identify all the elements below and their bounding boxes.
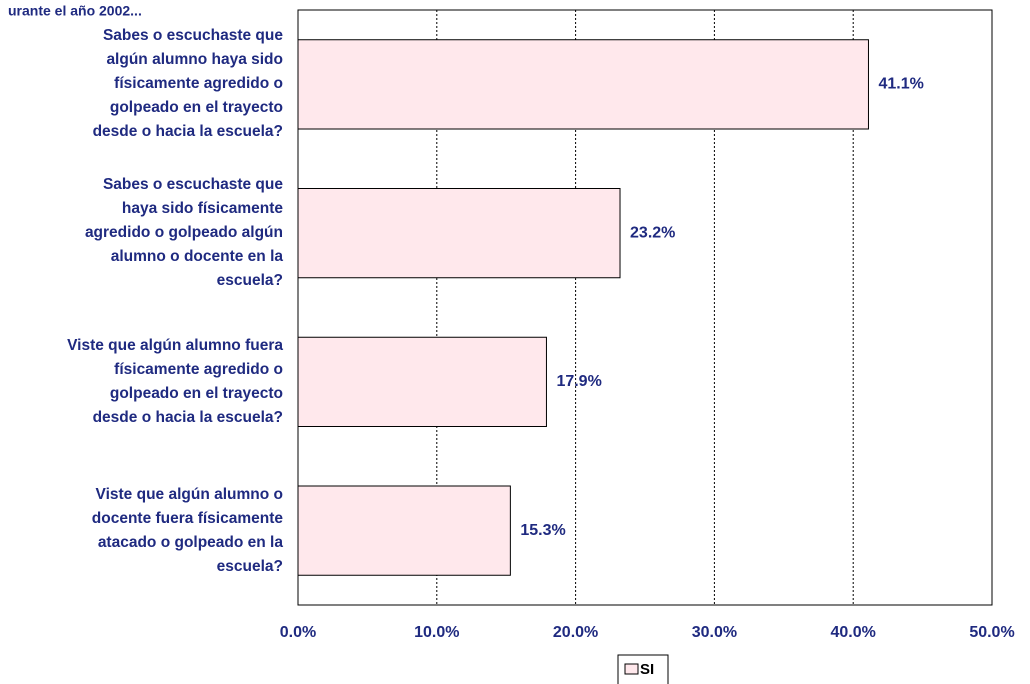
value-label: 41.1% (878, 76, 923, 93)
y-tick-label: Viste que algún alumno fuera físicamente… (67, 336, 283, 426)
x-tick-label: 40.0% (831, 624, 876, 641)
value-label: 23.2% (630, 224, 675, 241)
x-tick-label: 10.0% (414, 624, 459, 641)
bar (297, 188, 621, 279)
y-tick-label: Sabes o escuchaste que haya sido físicam… (84, 176, 283, 290)
x-tick-label: 30.0% (692, 624, 737, 641)
legend-swatch (624, 663, 639, 675)
bar (297, 336, 547, 427)
y-tick-label: Sabes o escuchaste que algún alumno haya… (92, 27, 283, 141)
x-tick-label: 20.0% (553, 624, 598, 641)
x-tick-label: 0.0% (280, 624, 316, 641)
y-tick-label: Viste que algún alumno o docente fuera f… (91, 485, 283, 575)
legend-label: SI (640, 661, 654, 678)
chart-title: urante el año 2002... (8, 3, 142, 19)
bar (297, 485, 511, 576)
value-label: 17.9% (556, 373, 601, 390)
bar (297, 39, 869, 130)
value-label: 15.3% (520, 522, 565, 539)
x-tick-label: 50.0% (969, 624, 1014, 641)
